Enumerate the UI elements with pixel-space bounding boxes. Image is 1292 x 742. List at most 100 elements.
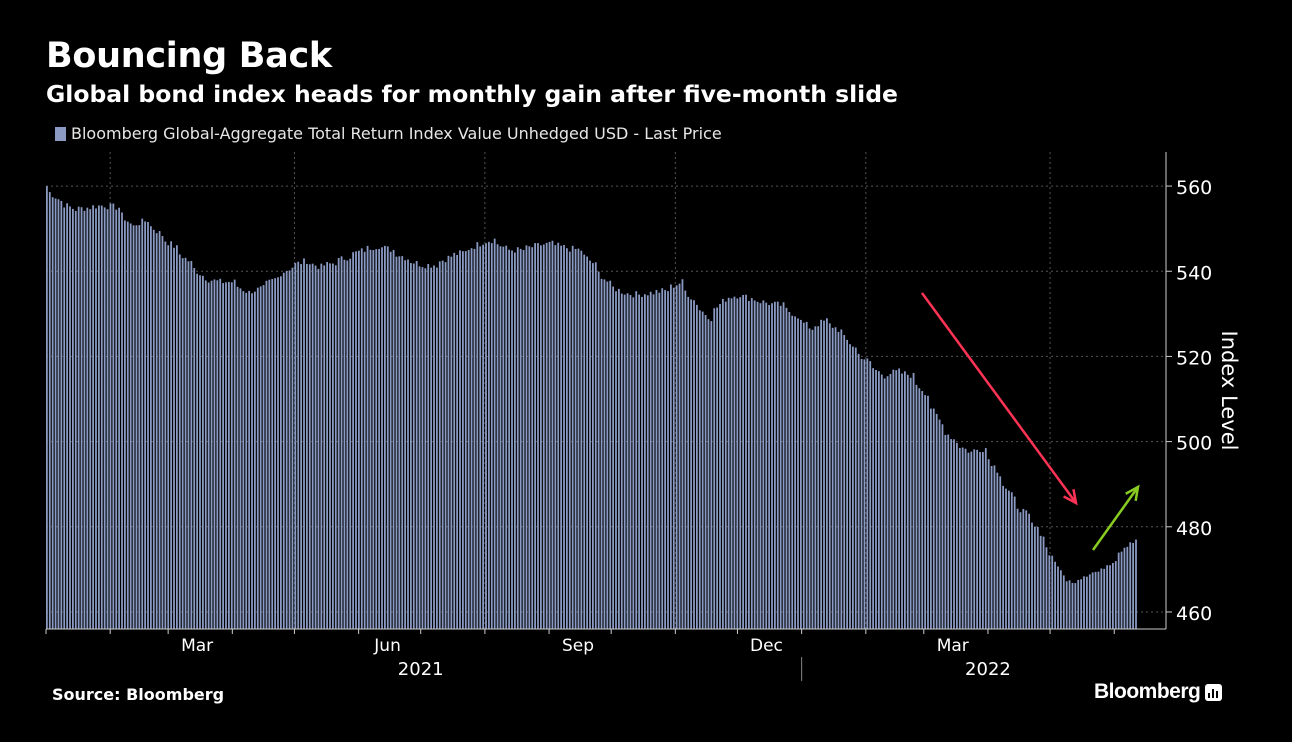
bar: [334, 265, 337, 629]
bar: [901, 373, 903, 629]
bar: [173, 247, 175, 629]
bar: [967, 452, 970, 629]
bar: [953, 439, 955, 629]
bar: [508, 249, 511, 629]
bar: [635, 291, 638, 629]
bloomberg-chart-icon: [1205, 683, 1223, 701]
bar: [46, 186, 48, 629]
bar: [600, 278, 603, 629]
bar: [92, 205, 95, 629]
bar: [132, 225, 135, 630]
bar: [479, 246, 482, 629]
bar: [984, 448, 987, 629]
bar: [222, 283, 225, 629]
bar: [930, 408, 932, 629]
bar: [690, 299, 693, 629]
bar: [525, 245, 528, 630]
bar: [80, 207, 83, 629]
bar: [733, 296, 736, 629]
bar: [629, 295, 632, 629]
bar: [378, 248, 381, 629]
bar: [519, 248, 522, 629]
bar: [909, 377, 912, 629]
bar: [1005, 488, 1007, 629]
bar: [1045, 547, 1048, 629]
bar: [563, 244, 565, 629]
bar: [332, 263, 334, 629]
bar: [797, 318, 799, 629]
bar: [488, 241, 490, 630]
legend-label: Bloomberg Global-Aggregate Total Return …: [71, 124, 722, 143]
legend-swatch: [55, 126, 66, 141]
bar: [1034, 526, 1036, 629]
bar: [849, 344, 851, 629]
bar: [716, 307, 719, 629]
bar: [592, 263, 594, 629]
bar: [242, 291, 245, 629]
bar: [259, 286, 262, 629]
bar: [612, 286, 615, 629]
bar: [1080, 579, 1083, 629]
bar: [473, 248, 476, 629]
bar: [384, 245, 386, 629]
bar: [589, 260, 591, 629]
bar: [753, 300, 756, 629]
bar: [427, 264, 430, 629]
bar: [398, 256, 401, 629]
bar: [511, 250, 513, 630]
bar: [863, 359, 866, 629]
bar: [274, 278, 277, 629]
bar: [1097, 571, 1100, 629]
bar: [892, 369, 895, 629]
bar: [129, 223, 132, 629]
bar: [632, 297, 635, 629]
bar: [496, 244, 499, 629]
bar: [895, 370, 898, 629]
bar: [696, 304, 698, 629]
bar: [407, 259, 409, 629]
bar: [476, 242, 479, 629]
bar: [152, 229, 155, 629]
bar: [1103, 568, 1106, 629]
bar: [386, 246, 389, 629]
bar: [779, 305, 782, 629]
bar: [54, 198, 57, 629]
bar: [620, 293, 623, 629]
y-axis-title: Index Level: [1217, 331, 1241, 451]
bar: [360, 248, 363, 629]
bar: [196, 273, 199, 629]
bar: [372, 250, 375, 629]
bar: [340, 256, 343, 629]
up-trend-arrow: [1091, 484, 1140, 551]
bar: [181, 258, 184, 629]
bar: [944, 434, 947, 629]
bar: [63, 207, 66, 629]
bar: [768, 305, 771, 629]
bar: [138, 225, 141, 629]
bar: [1094, 571, 1097, 629]
bar: [987, 459, 990, 629]
bar: [126, 221, 129, 630]
bar: [979, 451, 981, 629]
bar: [412, 263, 415, 629]
bar: [124, 220, 126, 629]
brand-label: Bloomberg: [1094, 680, 1201, 703]
bar: [638, 294, 641, 629]
bar: [66, 203, 69, 629]
bar: [655, 290, 658, 629]
bar: [776, 301, 779, 629]
bar: [1054, 561, 1057, 629]
bar: [681, 279, 684, 629]
bar: [652, 294, 655, 629]
bar: [418, 266, 421, 629]
bar: [571, 245, 574, 629]
bar: [609, 280, 612, 629]
bar: [880, 374, 883, 629]
bar: [580, 250, 583, 629]
bar: [739, 297, 742, 629]
bar: [470, 248, 473, 629]
bar: [176, 245, 178, 629]
bar: [288, 270, 291, 629]
bar: [826, 318, 828, 629]
bar: [381, 247, 383, 629]
